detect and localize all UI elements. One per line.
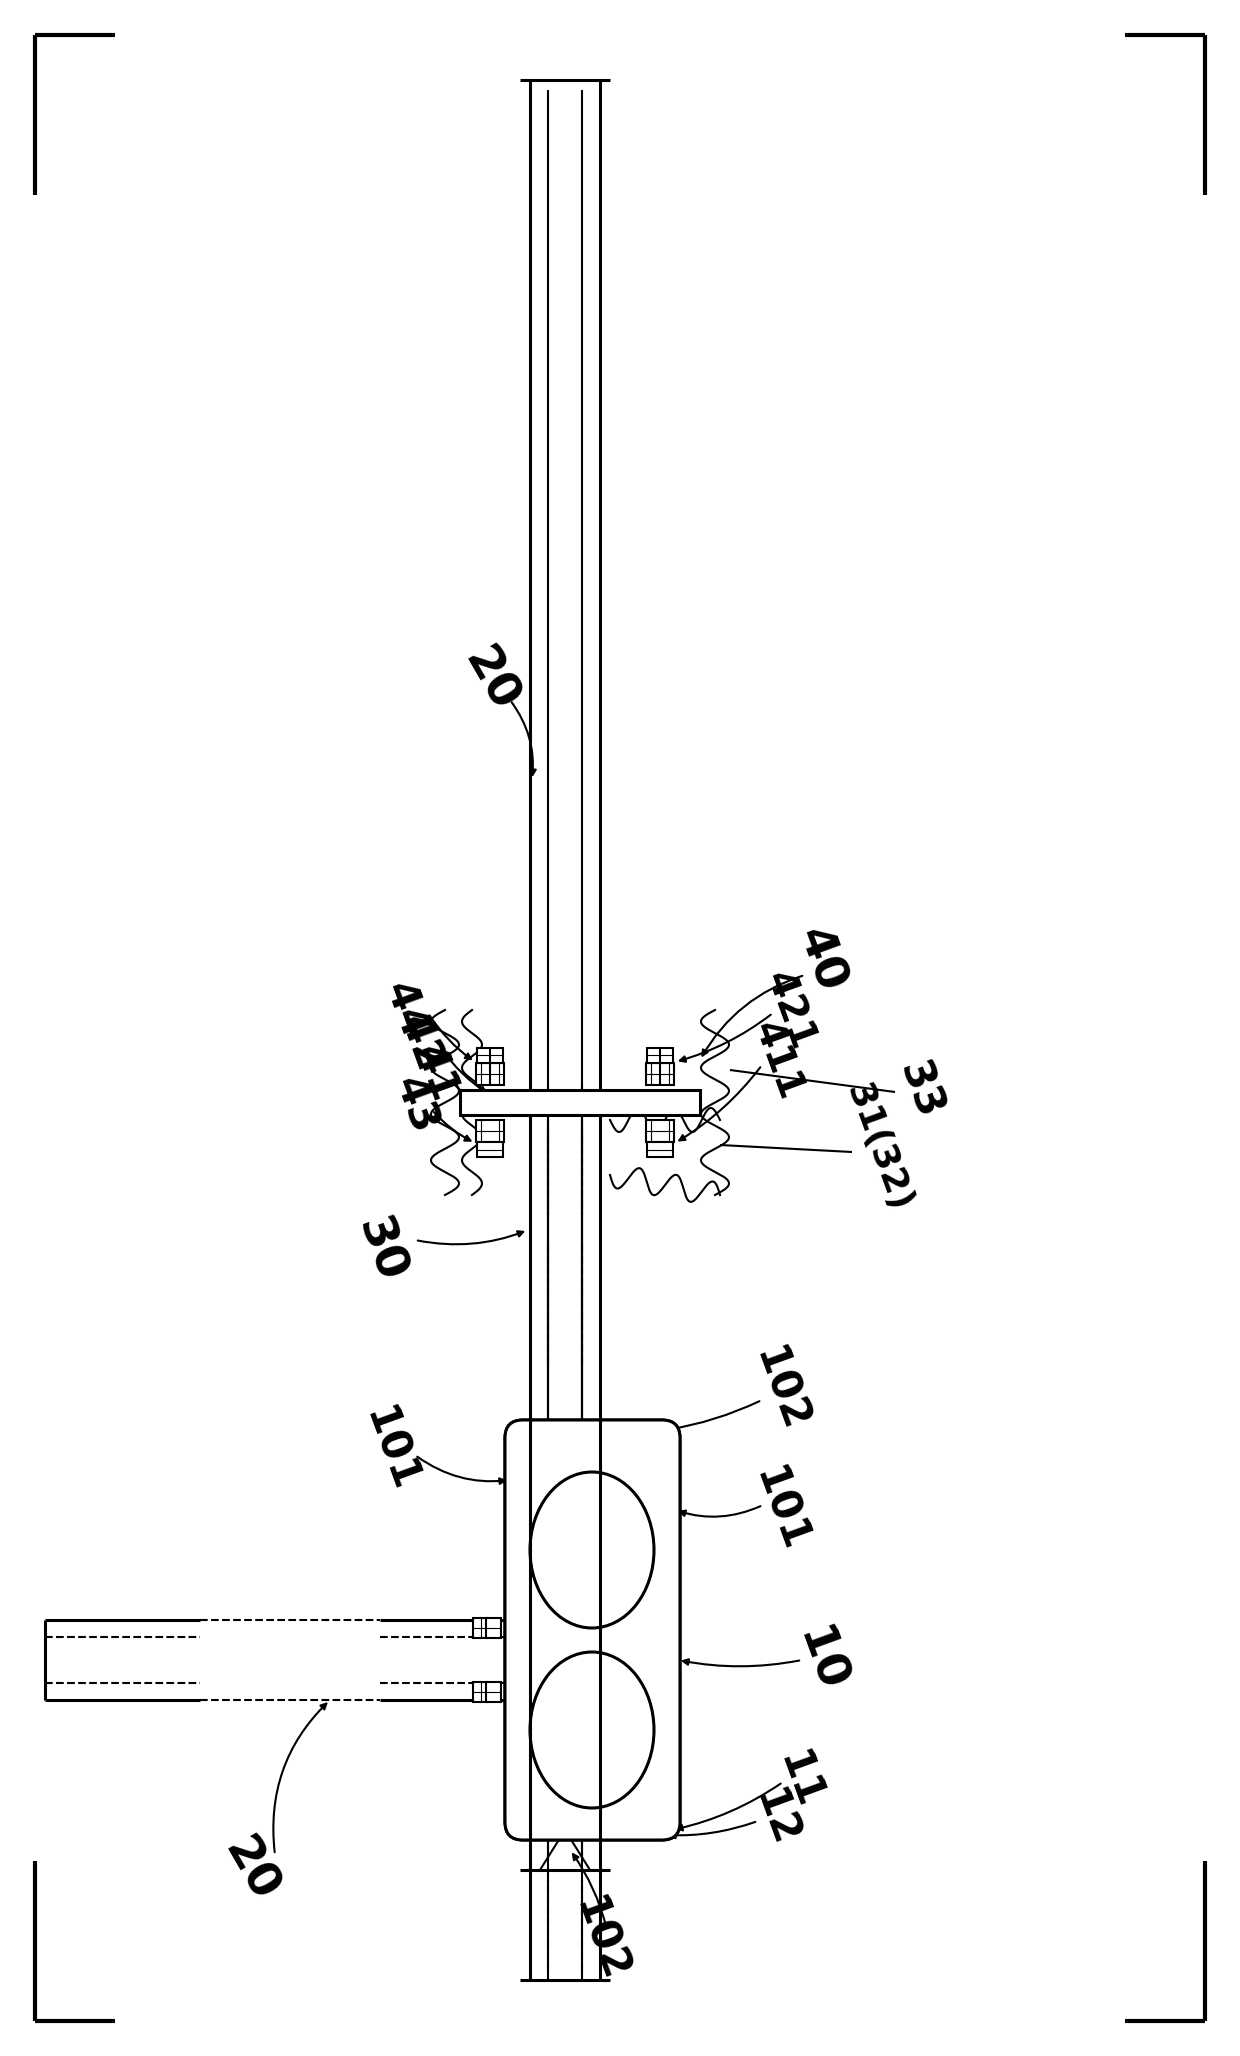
Bar	[477, 1049, 502, 1063]
Bar	[477, 1141, 502, 1158]
Text: 40: 40	[787, 921, 852, 999]
Text: 102: 102	[745, 1343, 815, 1437]
Text: 10: 10	[787, 1622, 852, 1698]
Text: 31(32): 31(32)	[839, 1079, 916, 1217]
Bar	[647, 1049, 672, 1063]
Bar	[460, 1090, 701, 1114]
Text: 41: 41	[405, 1038, 465, 1108]
Text: 44: 44	[376, 977, 434, 1044]
Bar	[646, 1063, 675, 1086]
Text: 11: 11	[770, 1746, 830, 1815]
Text: 33: 33	[890, 1055, 950, 1125]
Text: 30: 30	[347, 1211, 413, 1289]
Bar	[472, 1618, 489, 1639]
Text: 101: 101	[356, 1402, 424, 1499]
Bar	[472, 1682, 489, 1702]
Text: 421: 421	[758, 966, 822, 1055]
Ellipse shape	[529, 1653, 653, 1807]
Text: 411: 411	[746, 1016, 810, 1104]
Text: 12: 12	[745, 1785, 805, 1852]
Bar	[646, 1121, 675, 1141]
Text: 102: 102	[565, 1892, 635, 1988]
Bar	[486, 1618, 501, 1639]
Bar	[647, 1141, 672, 1158]
Text: 20: 20	[454, 639, 526, 720]
Text: 43: 43	[386, 1071, 445, 1139]
Text: 42: 42	[391, 1009, 450, 1077]
Text: 101: 101	[745, 1462, 815, 1558]
Bar	[476, 1063, 503, 1086]
FancyBboxPatch shape	[505, 1421, 680, 1840]
Ellipse shape	[529, 1472, 653, 1628]
Bar	[476, 1121, 503, 1141]
Bar	[486, 1682, 501, 1702]
Text: 20: 20	[215, 1830, 286, 1910]
